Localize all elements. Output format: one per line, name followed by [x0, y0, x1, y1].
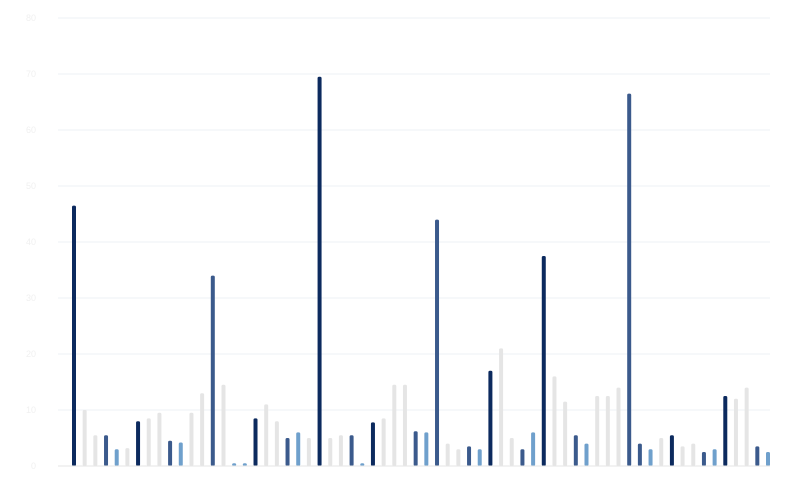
bar-53 — [627, 93, 632, 466]
bar-21 — [285, 438, 290, 466]
bar-41 — [499, 348, 504, 466]
bar-46 — [552, 376, 557, 466]
bar-18 — [253, 418, 258, 466]
bar-58 — [680, 446, 685, 466]
y-tick-label: 40 — [26, 237, 36, 247]
bar-34 — [424, 432, 429, 466]
bar-4 — [104, 435, 109, 466]
bar-29 — [370, 422, 375, 466]
bar-55 — [648, 449, 653, 466]
bar-11 — [178, 442, 183, 466]
bar-20 — [274, 421, 279, 466]
bar-17 — [242, 463, 247, 466]
bar-28 — [360, 463, 365, 466]
bar-12 — [189, 412, 194, 466]
y-tick-label: 80 — [26, 13, 36, 23]
y-tick-label: 60 — [26, 125, 36, 135]
bar-9 — [157, 412, 162, 466]
gridlines — [58, 17, 770, 467]
bar-14 — [210, 275, 215, 466]
bar-33 — [413, 431, 418, 466]
bar-24 — [317, 76, 322, 467]
bar-16 — [232, 463, 237, 466]
bar-36 — [445, 443, 450, 466]
bar-42 — [509, 438, 514, 466]
bar-1 — [72, 205, 76, 466]
bar-45 — [541, 256, 546, 466]
bar-23 — [306, 438, 311, 466]
bar-49 — [584, 443, 589, 466]
y-tick-label: 70 — [26, 69, 36, 79]
bar-51 — [605, 396, 610, 466]
bar-15 — [221, 384, 226, 466]
bars — [72, 76, 770, 467]
bar-43 — [520, 449, 525, 466]
y-tick-label: 0 — [31, 461, 36, 471]
bar-57 — [669, 435, 674, 466]
bar-66 — [766, 452, 770, 466]
bar-65 — [755, 446, 760, 466]
bar-22 — [296, 432, 301, 466]
y-tick-label: 30 — [26, 293, 36, 303]
bar-63 — [733, 398, 738, 466]
bar-61 — [712, 449, 717, 466]
bar-39 — [477, 449, 482, 466]
bar-27 — [349, 435, 354, 466]
y-tick-label: 10 — [26, 405, 36, 415]
bar-30 — [381, 418, 386, 466]
bar-64 — [744, 387, 749, 466]
bar-13 — [200, 393, 205, 466]
bar-8 — [146, 418, 151, 466]
bar-54 — [637, 443, 642, 466]
bar-37 — [456, 449, 461, 466]
bar-47 — [563, 401, 568, 466]
bar-19 — [264, 404, 269, 466]
bar-2 — [82, 410, 87, 466]
y-tick-label: 20 — [26, 349, 36, 359]
bar-6 — [125, 448, 130, 466]
bar-50 — [595, 396, 600, 466]
bar-52 — [616, 387, 621, 466]
bar-3 — [93, 435, 98, 466]
bar-32 — [402, 384, 407, 466]
bar-40 — [488, 370, 493, 466]
bar-62 — [723, 396, 728, 466]
bar-60 — [701, 452, 706, 466]
bar-38 — [467, 446, 472, 466]
bar-59 — [691, 443, 696, 466]
bar-48 — [573, 435, 578, 466]
y-tick-label: 50 — [26, 181, 36, 191]
bar-25 — [328, 438, 333, 466]
bar-56 — [659, 438, 664, 466]
bar-7 — [136, 421, 141, 466]
bar-26 — [338, 435, 343, 466]
bar-31 — [392, 384, 397, 466]
bar-44 — [531, 432, 536, 466]
bar-5 — [114, 449, 119, 466]
bar-35 — [435, 219, 440, 466]
bar-10 — [168, 440, 173, 466]
